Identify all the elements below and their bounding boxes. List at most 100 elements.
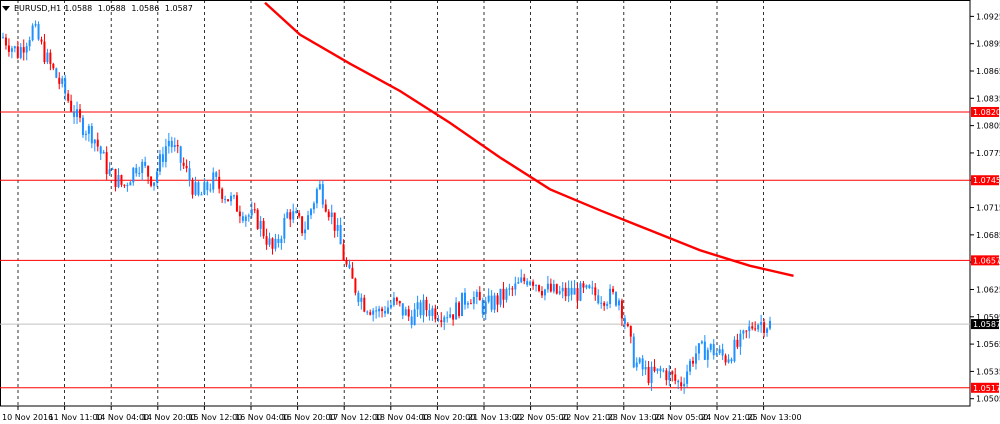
y-tick-label: 1.0865 bbox=[976, 67, 1000, 76]
candle-body bbox=[686, 371, 689, 384]
candle-body bbox=[336, 225, 339, 231]
candle-body bbox=[318, 184, 321, 190]
candle-body bbox=[179, 146, 182, 163]
candle-body bbox=[623, 318, 626, 324]
level-label: 1.0745 bbox=[973, 176, 1000, 185]
candle-body bbox=[582, 283, 585, 288]
candle-body bbox=[638, 358, 641, 363]
candle-body bbox=[105, 152, 108, 175]
x-tick-label: 25 Nov 13:00 bbox=[748, 413, 802, 422]
candle-body bbox=[703, 341, 706, 360]
candle-body bbox=[760, 322, 763, 325]
candle-body bbox=[96, 139, 99, 147]
x-tick-label: 10 Nov 2016 bbox=[2, 413, 53, 422]
candle-body bbox=[99, 146, 102, 154]
candle-body bbox=[600, 302, 603, 304]
candle-body bbox=[93, 139, 96, 144]
candle-body bbox=[369, 312, 372, 315]
candle-body bbox=[481, 300, 484, 314]
candle-body bbox=[718, 349, 721, 354]
candle-body bbox=[339, 225, 342, 245]
candle-body bbox=[360, 297, 363, 302]
candle-body bbox=[49, 52, 52, 64]
candle-body bbox=[615, 292, 618, 306]
candle-body bbox=[410, 316, 413, 325]
candle-body bbox=[712, 344, 715, 356]
candle-body bbox=[298, 212, 301, 217]
candle-body bbox=[715, 353, 718, 356]
candle-body bbox=[629, 326, 632, 337]
x-tick-label: 17 Nov 12:00 bbox=[328, 413, 382, 422]
candle-body bbox=[641, 358, 644, 370]
candle-body bbox=[375, 310, 378, 312]
candle-body bbox=[745, 330, 748, 332]
x-tick-label: 24 Nov 05:00 bbox=[654, 413, 708, 422]
candle-body bbox=[64, 78, 67, 94]
candle-body bbox=[235, 195, 238, 212]
candle-body bbox=[694, 353, 697, 364]
candle-body bbox=[570, 287, 573, 295]
x-tick-label: 18 Nov 20:00 bbox=[421, 413, 475, 422]
ohlc-close: 1.0587 bbox=[164, 3, 193, 13]
dropdown-triangle-icon[interactable] bbox=[2, 5, 10, 11]
candle-body bbox=[395, 297, 398, 302]
candle-body bbox=[37, 24, 40, 40]
candle-body bbox=[345, 260, 348, 265]
candle-body bbox=[150, 176, 153, 186]
candle-body bbox=[108, 169, 111, 175]
candle-body bbox=[573, 288, 576, 295]
candle-body bbox=[757, 324, 760, 330]
candle-body bbox=[603, 302, 606, 306]
y-tick-label: 1.0505 bbox=[976, 395, 1000, 404]
current-price-label: 1.0587 bbox=[973, 320, 1000, 329]
candle-body bbox=[277, 238, 280, 243]
candle-body bbox=[16, 46, 19, 58]
candle-body bbox=[185, 165, 188, 169]
x-tick-label: 24 Nov 21:00 bbox=[701, 413, 755, 422]
candle-body bbox=[348, 264, 351, 268]
candle-body bbox=[25, 46, 28, 53]
candle-body bbox=[564, 287, 567, 297]
candle-body bbox=[191, 180, 194, 195]
ohlc-open: 1.0588 bbox=[64, 3, 93, 13]
candle-body bbox=[378, 308, 381, 312]
candle-body bbox=[401, 303, 404, 316]
candle-body bbox=[161, 154, 164, 162]
candle-body bbox=[333, 212, 336, 231]
candle-body bbox=[742, 330, 745, 334]
candle-body bbox=[129, 182, 132, 186]
candle-body bbox=[538, 285, 541, 292]
moving-average-line bbox=[264, 1, 794, 277]
candle-body bbox=[620, 300, 623, 319]
candle-body bbox=[487, 295, 490, 302]
candle-body bbox=[147, 165, 150, 177]
candle-body bbox=[200, 194, 203, 196]
candle-body bbox=[73, 111, 76, 117]
candle-body bbox=[404, 309, 407, 316]
level-label: 1.0657 bbox=[973, 256, 1000, 265]
candle-body bbox=[203, 182, 206, 195]
candle-body bbox=[721, 349, 724, 356]
candle-body bbox=[132, 167, 135, 183]
y-tick-label: 1.0925 bbox=[976, 12, 1000, 21]
candle-body bbox=[606, 303, 609, 306]
candle-body bbox=[662, 370, 665, 372]
candle-body bbox=[543, 289, 546, 296]
candle-body bbox=[84, 133, 87, 135]
level-label: 1.0517 bbox=[973, 384, 1000, 393]
candle-body bbox=[188, 168, 191, 181]
candle-body bbox=[458, 302, 461, 316]
x-tick-label: 11 Nov 11:00 bbox=[49, 413, 103, 422]
candle-body bbox=[505, 289, 508, 300]
candle-body bbox=[117, 175, 120, 187]
candle-body bbox=[650, 366, 653, 384]
candle-body bbox=[733, 339, 736, 362]
candle-body bbox=[141, 161, 144, 173]
candle-body bbox=[265, 236, 268, 245]
current-price-tag bbox=[971, 319, 999, 330]
candle-body bbox=[280, 238, 283, 243]
candle-body bbox=[617, 300, 620, 306]
ohlc-values: 1.0588 1.0588 1.0586 1.0587 bbox=[64, 4, 196, 13]
